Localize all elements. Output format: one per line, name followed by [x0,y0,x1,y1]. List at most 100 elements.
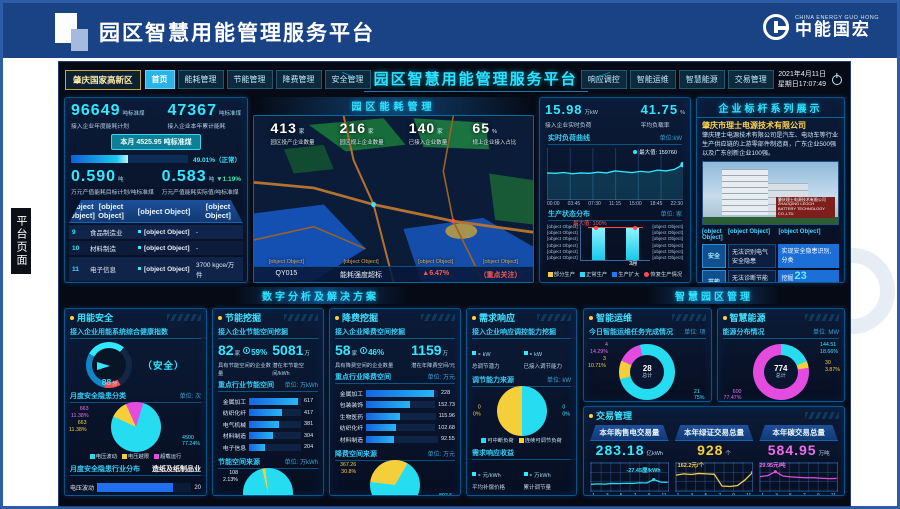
x-axis-ticks: 1 3 5 7 9 11 [761,493,836,496]
legend-swatch-icon [612,271,618,277]
nav-menu-item[interactable]: 智慧能源 [678,70,725,89]
cost-reduction-panel: 降费挖掘 接入企业降费空间挖掘 58家 46% 具有降费空间的企业数量 1159万… [329,308,461,496]
bar-fill [249,432,274,439]
industry-rank-table: [object Object] [object Object] [object Ob… [69,200,243,282]
benchmark-title: 企业标杆系列展示 [697,98,844,118]
legend-swatch-icon [154,453,160,459]
legend-item[interactable]: 连续可调节负荷 [518,436,562,444]
overview-panel: 96649 吨标准煤 接入企业年度能耗计划 47367 吨标准煤 接入企业本年累计能… [64,97,248,283]
table-header-cell: [object Object] [205,202,231,220]
retrofit-header-cell: [object Object] [728,228,771,235]
bullet-icon [722,315,727,320]
nav-menu-item[interactable]: 首页 [144,70,175,89]
side-tab-platform-page[interactable]: 平台页面 [11,208,31,274]
stripes-decoration [537,314,571,321]
marker-icon [472,351,476,355]
nav-menu-item[interactable]: 节能管理 [226,70,273,89]
table-row[interactable]: 10 材料制造 [object Object] - [69,241,243,255]
retrofit-table: [object Object] [object Object] [object Ob… [702,228,839,282]
marker-icon [523,351,528,355]
bullet-icon [218,315,222,320]
prod-bar-column: 1月 [583,225,638,267]
nav-menu-item[interactable]: 能耗管理 [177,70,224,89]
photo-caption: 肇庆理士电源技术有限公司 ZHAOQING LEOCH BATTERY TECH… [775,196,836,218]
trade-mini-chart: 162.2元/个 [674,462,754,492]
demand-benefit-kpis: -元/kWh 平均补偿价格 -万kWh 累计调节量 -元 本年累计调 [467,461,576,495]
safety-panel: 用能安全 接入企业用能系统综合健康指数 88分 （安全） 月度安全隐患分类 单位:… [64,308,207,496]
power-button[interactable] [830,73,844,87]
demand-kpi: -元 本年户均调节收益 [524,494,572,495]
legend-item[interactable]: 正常生产 [580,270,607,278]
prod-bar [591,227,605,260]
gauge-needle-icon [97,362,114,370]
alert-row[interactable]: QY015 能耗强度超标 ▲6.47% （重点关注） [254,266,533,282]
dot-icon [138,230,141,234]
dashboard: 肇庆国家高新区 首页 能耗管理 节能管理 降费管理 安全管理 园区智慧用能管理服务平台 … [58,61,851,507]
legend-item[interactable]: 电压越限 [121,452,149,460]
bar-row: 电气机械 381 [222,420,314,429]
pie-callout: 108 2.13% [223,470,239,483]
table-header-row: [object Object] [object Object] [object Ob… [69,200,243,223]
capability-pie: 0 0% 0 0% [467,386,576,436]
bar-row: 包装装饰 152.73 [339,401,455,409]
time-text: 星期日17:07:49 [777,80,826,88]
nav-menu-item[interactable]: 降费管理 [275,70,322,89]
nav-menu-item[interactable]: 安全管理 [324,70,371,89]
legend-swatch-icon [121,453,127,459]
bar-row: 纺织化纤 417 [222,409,314,417]
kpi-annual-plan: 96649 吨标准煤 接入企业年度能耗计划 [71,102,145,130]
pie-callout: 0 0% [473,404,481,417]
legend-item[interactable]: 恢复生产情况 [644,270,682,278]
legend-swatch-icon [644,271,650,277]
prod-bar [626,227,640,260]
alert-header-row: [object Object] [object Object] [object Ob… [254,258,533,266]
region-select[interactable]: 肇庆国家高新区 [65,69,141,90]
health-gauge: 88分 [86,342,133,388]
bullet-icon [472,315,476,320]
park-map[interactable]: 413 家 园区投产企业数量 216 家 园区规上企业数量 140 家 已接入企业数量 [253,115,534,283]
y-axis-right: [object Object] [object Object] [object Ob… [652,225,683,261]
map-kpi: 140 家 已接入企业数量 [408,120,448,146]
dot-icon [138,246,141,250]
alert-header-cell: [object Object] [268,259,305,265]
smart-energy-panel: 智慧能源 能源分布情况 单位: MW 774 总计 144.51 18.66% 30… [716,308,845,402]
legend-item[interactable]: 电压波动 [89,452,117,460]
company-name[interactable]: 肇庆市理士电源技术有限公司 [702,121,806,130]
legend-item[interactable]: 可中断负荷 [481,436,514,444]
alert-company: QY015 [275,269,298,277]
hazard-pie-chart: 663 11.38% 663 11.38% 4500 77.24% [65,402,206,452]
legend-swatch-icon [547,271,553,277]
brand-tagline: CHINA ENERGY GUO HONG [794,14,879,21]
trade-value: 283.18 [595,442,645,458]
dashboard-title: 园区智慧用能管理服务平台 [363,68,588,92]
bar-row: 金属加工 617 [222,397,314,406]
legend-item[interactable]: 部分生产 [547,270,575,278]
legend-item[interactable]: 生产扩大 [612,270,639,278]
prod-bar-label: 1月 [630,261,638,267]
load-curve-svg [547,148,683,200]
stripes-decoration [421,314,455,321]
demand-kpi: - kW 总调节潜力 [472,349,500,370]
nav-menu-item[interactable]: 交易管理 [727,70,774,89]
benchmark-panel: 企业标杆系列展示 肇庆市理士电源技术有限公司 肇庆理士电源技术有限公司是汽车、电… [696,97,845,283]
pie-callout: 21 75% [693,388,705,402]
clock-icon [243,347,251,354]
exceed-alert-table: [object Object] [object Object] [object Ob… [254,258,533,282]
table-row[interactable]: 11 电子信息 [object Object] 3700 kgce/万件 [69,257,243,281]
nav-menu-item[interactable]: 智能运维 [629,70,676,89]
map-kpi: 413 家 园区投产企业数量 [270,120,315,146]
legend-item[interactable]: 超载运行 [154,452,181,460]
industry-cell: 电子信息 [90,267,116,274]
industry-filter[interactable]: 造纸及纸制品业 [152,466,201,473]
bar-fill [249,409,283,416]
pie-callout: 663 11.38% [71,406,89,419]
donut-graphic: 774 总计 [752,344,809,400]
trade-value: 928 [697,442,724,458]
nav-menu-item[interactable]: 响应调控 [580,70,627,89]
demand-kpi: - kW 已接入调节能力 [523,349,563,370]
prod-bars: 1月 2月 [581,225,651,267]
main-row: 96649 吨标准煤 接入企业年度能耗计划 47367 吨标准煤 接入企业本年累计能… [59,95,850,283]
table-row[interactable]: 9 食品制造业 [object Object] - [69,225,243,239]
kpi-ytd-energy: 47367 吨标准煤 接入企业本年累计能耗 [167,102,241,130]
gauge-status: （安全） [142,361,185,372]
